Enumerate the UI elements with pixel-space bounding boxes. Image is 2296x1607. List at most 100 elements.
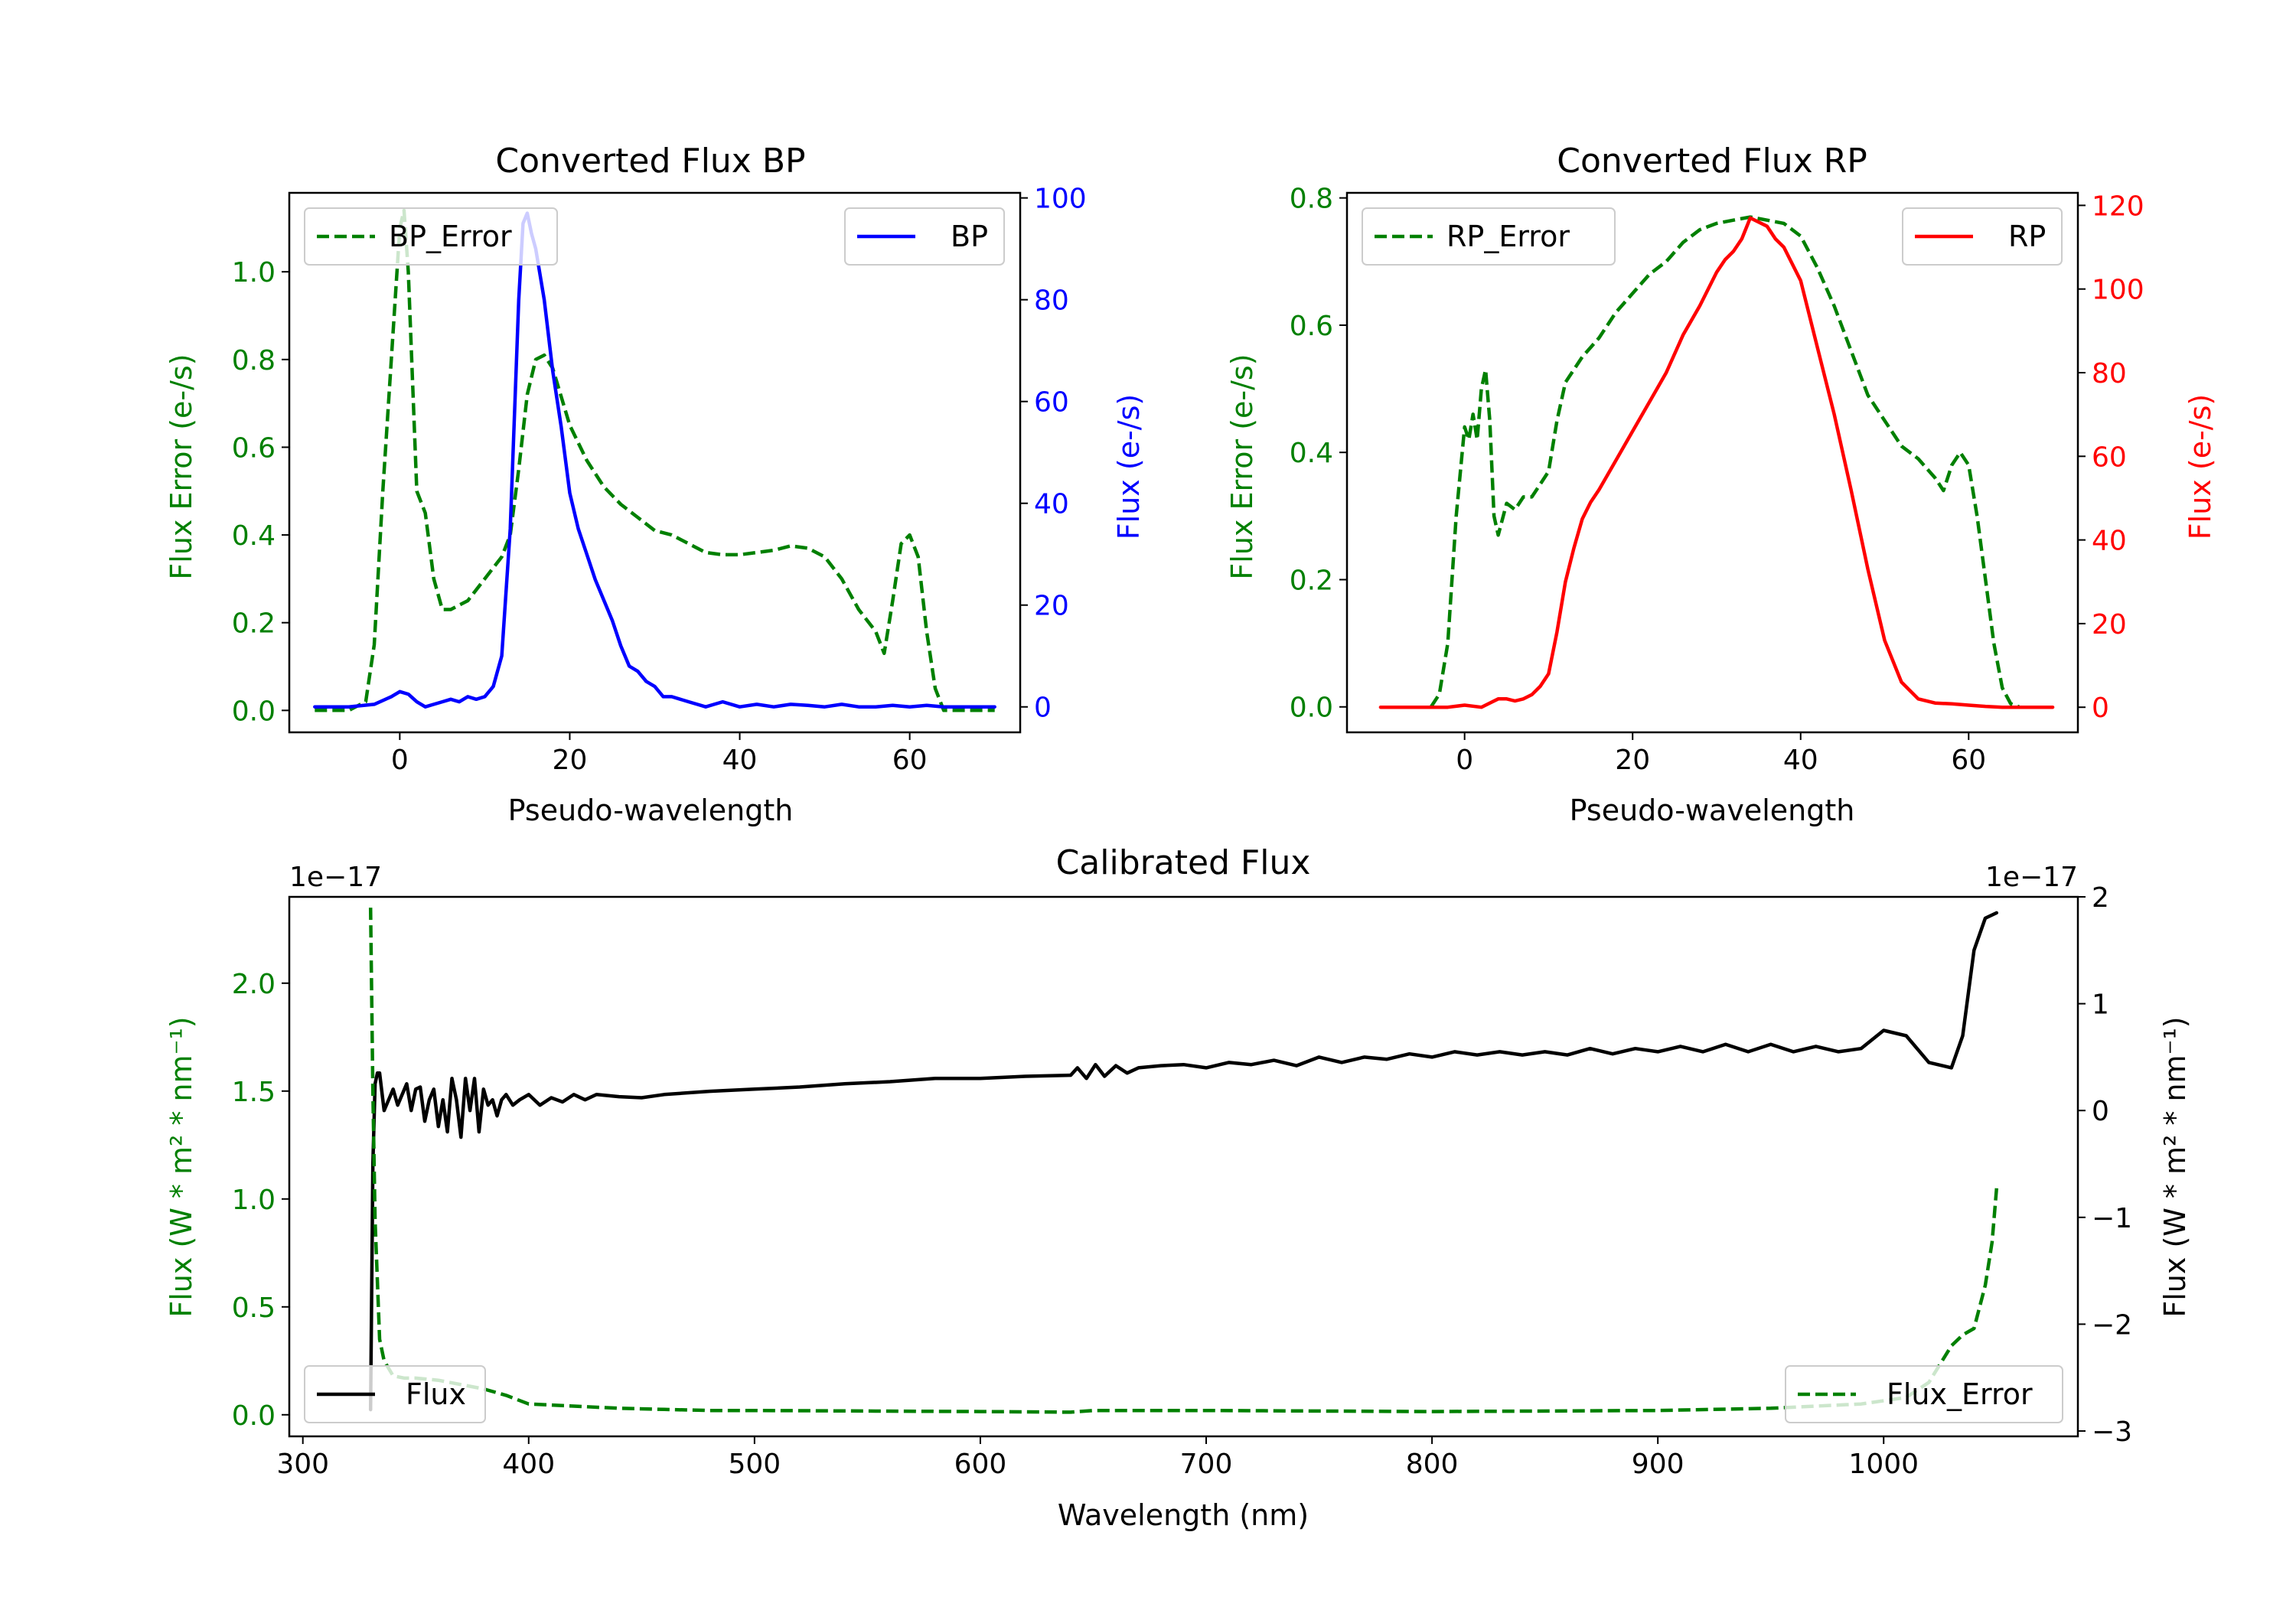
rp-xtick-label: 0 xyxy=(1456,745,1473,776)
bp-ytick-right-label: 80 xyxy=(1034,285,1069,317)
bp-xtick-label: 0 xyxy=(391,745,409,776)
bp-ytick-left-label: 0.4 xyxy=(232,520,276,552)
bp-xlabel: Pseudo-wavelength xyxy=(508,794,794,827)
bp-series-bp xyxy=(313,211,996,709)
bp-axes-frame xyxy=(288,191,1022,734)
cal-ytick-right-label: 2 xyxy=(2092,882,2109,914)
rp-ytick-right-label: 40 xyxy=(2092,526,2127,557)
cal-ytick-right-label: 1 xyxy=(2092,989,2109,1021)
bp-legend-flux: BP xyxy=(844,207,1005,266)
cal-offset-right: 1e−17 xyxy=(1985,862,2078,893)
bp-xtick-label: 40 xyxy=(722,745,758,776)
cal-ytick-right-label: −3 xyxy=(2092,1416,2132,1448)
cal-legend-error-box xyxy=(1785,1365,2063,1423)
rp-legend-flux-label: RP xyxy=(2008,220,2046,253)
rp-ylabel-left: Flux Error (e-/s) xyxy=(1225,354,1259,579)
rp-legend-error-label: RP_Error xyxy=(1446,220,1570,253)
bp-ytick-left-label: 1.0 xyxy=(232,257,276,288)
bp-plot-area xyxy=(313,208,996,712)
rp-ytick-right-label: 20 xyxy=(2092,609,2127,641)
bp-ytick-left-label: 0.2 xyxy=(232,608,276,640)
cal-xlabel: Wavelength (nm) xyxy=(1058,1498,1309,1532)
rp-ytick-left-label: 0.8 xyxy=(1290,184,1333,215)
bp-xtick-label: 60 xyxy=(892,745,928,776)
cal-offset-left: 1e−17 xyxy=(289,862,382,893)
cal-ylabel-left: Flux (W * m² * nm⁻¹) xyxy=(165,1016,198,1317)
bp-ytick-right-label: 20 xyxy=(1034,591,1069,622)
cal-ytick-left-label: 1.5 xyxy=(232,1077,276,1108)
bp-ylabel-right: Flux (e-/s) xyxy=(1112,394,1146,539)
cal-xtick-label: 300 xyxy=(276,1449,329,1480)
cal-xtick-label: 600 xyxy=(954,1449,1007,1480)
bp-series-bp-error xyxy=(315,208,995,712)
bp-ytick-right-label: 100 xyxy=(1034,184,1087,215)
cal-ylabel-right: Flux (W * m² * nm⁻¹) xyxy=(2158,1016,2192,1317)
rp-xtick-label: 20 xyxy=(1615,745,1650,776)
bp-ylabel-left: Flux Error (e-/s) xyxy=(165,354,198,579)
cal-xtick-label: 400 xyxy=(502,1449,555,1480)
cal-xtick-label: 500 xyxy=(728,1449,781,1480)
rp-legend-error-box xyxy=(1362,207,1616,266)
cal-legend-flux-box xyxy=(304,1365,486,1423)
rp-series-rp xyxy=(1378,216,2055,709)
rp-ytick-right-label: 120 xyxy=(2092,191,2144,222)
cal-legend-flux-label: Flux xyxy=(406,1377,466,1411)
cal-xtick-label: 700 xyxy=(1180,1449,1233,1480)
rp-ytick-left-label: 0.2 xyxy=(1290,565,1333,596)
rp-xtick-label: 60 xyxy=(1951,745,1986,776)
bp-ytick-left-label: 0.6 xyxy=(232,432,276,464)
bp-ytick-left-label: 0.8 xyxy=(232,345,276,376)
cal-ytick-left-label: 2.0 xyxy=(232,969,276,1000)
rp-ytick-right-label: 60 xyxy=(2092,442,2127,473)
cal-legend-error: Flux_Error xyxy=(1785,1365,2063,1423)
cal-title: Calibrated Flux xyxy=(1056,843,1311,882)
rp-legend-flux-box xyxy=(1902,207,2063,266)
cal-legend-flux: Flux xyxy=(304,1365,486,1423)
rp-plot-area xyxy=(1378,215,2055,709)
rp-series-rp-error xyxy=(1429,215,2020,709)
cal-xtick-label: 1000 xyxy=(1848,1449,1919,1480)
cal-xtick-label: 800 xyxy=(1406,1449,1459,1480)
rp-axes-frame xyxy=(1345,191,2079,734)
bp-legend-flux-label: BP xyxy=(951,220,988,253)
rp-ytick-left-label: 0.0 xyxy=(1290,693,1333,724)
rp-ytick-left-label: 0.4 xyxy=(1290,438,1333,469)
rp-ticks: 0 20 40 60 0.0 0.2 0.4 0.6 0.8 0 20 40 60 80 100 120 xyxy=(1290,184,2144,776)
bp-subplot: Converted Flux BP Pseudo-wavelength Flux… xyxy=(165,142,1146,827)
bp-ytick-right-label: 40 xyxy=(1034,489,1069,520)
bp-ytick-right-label: 60 xyxy=(1034,387,1069,419)
rp-legend-flux: RP xyxy=(1902,207,2063,266)
cal-xtick-label: 900 xyxy=(1632,1449,1684,1480)
cal-ytick-left-label: 0.5 xyxy=(232,1292,276,1324)
rp-xlabel: Pseudo-wavelength xyxy=(1570,794,1855,827)
bp-xtick-label: 20 xyxy=(553,745,588,776)
cal-ytick-left-label: 0.0 xyxy=(232,1400,276,1432)
rp-xtick-label: 40 xyxy=(1783,745,1818,776)
bp-legend-flux-box xyxy=(844,207,1005,266)
rp-subplot: Converted Flux RP Pseudo-wavelength Flux… xyxy=(1225,142,2217,827)
bp-ticks: 0 20 40 60 0.0 0.2 0.4 0.6 0.8 1.0 0 20 40 60 80 100 xyxy=(232,184,1087,776)
rp-ytick-right-label: 100 xyxy=(2092,275,2144,306)
bp-ytick-left-label: 0.0 xyxy=(232,696,276,727)
bp-legend-error-box xyxy=(304,207,558,266)
rp-ylabel-right: Flux (e-/s) xyxy=(2183,394,2217,539)
calibrated-subplot: Calibrated Flux Wavelength (nm) Flux (W … xyxy=(165,843,2192,1532)
rp-legend-error: RP_Error xyxy=(1362,207,1616,266)
rp-ytick-right-label: 80 xyxy=(2092,358,2127,390)
rp-title: Converted Flux RP xyxy=(1557,142,1867,181)
rp-ytick-right-label: 0 xyxy=(2092,693,2109,724)
cal-ytick-right-label: −2 xyxy=(2092,1309,2132,1341)
cal-ytick-right-label: 0 xyxy=(2092,1096,2109,1127)
cal-axes-frame xyxy=(288,895,2079,1438)
rp-ytick-left-label: 0.6 xyxy=(1290,311,1333,342)
bp-legend-error: BP_Error xyxy=(304,207,558,266)
cal-series-flux xyxy=(368,911,1999,1412)
cal-ytick-right-label: −1 xyxy=(2092,1203,2132,1234)
cal-ticks: 300 400 500 600 700 800 900 1000 0.0 0.5 1.0 1.5 2.0… xyxy=(232,882,2132,1480)
bp-legend-error-label: BP_Error xyxy=(389,220,512,253)
bp-ytick-right-label: 0 xyxy=(1034,693,1052,724)
cal-ytick-left-label: 1.0 xyxy=(232,1185,276,1216)
bp-title: Converted Flux BP xyxy=(495,142,805,181)
